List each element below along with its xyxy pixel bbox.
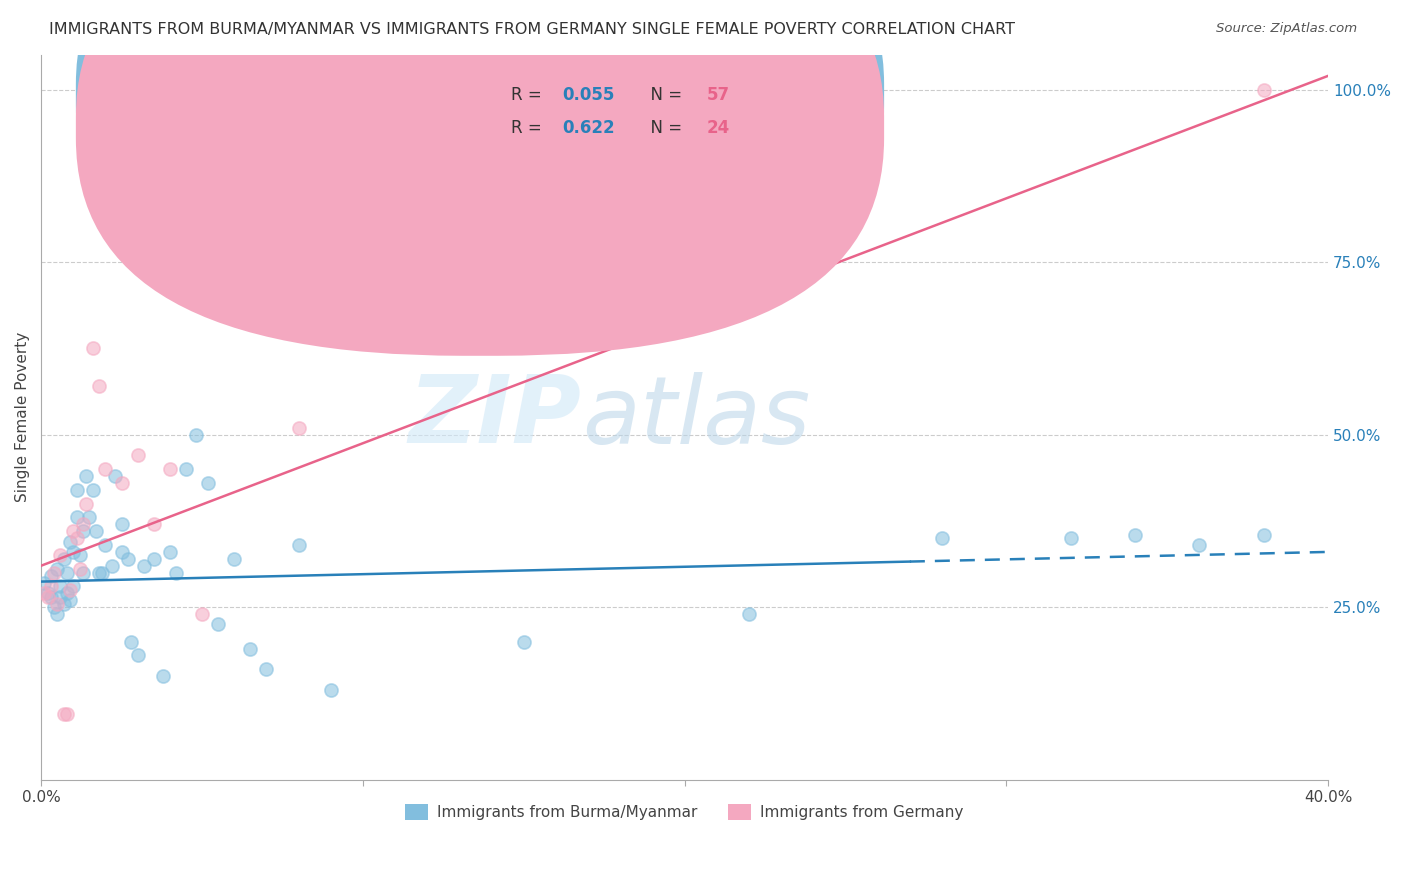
Point bbox=[59, 582, 82, 597]
Text: N =: N = bbox=[640, 119, 688, 136]
Point bbox=[42, 566, 65, 580]
Point bbox=[75, 497, 97, 511]
Text: 0.622: 0.622 bbox=[562, 119, 614, 136]
Point bbox=[34, 576, 56, 591]
Point bbox=[110, 475, 132, 490]
Point bbox=[62, 545, 84, 559]
Point bbox=[82, 483, 104, 497]
Point bbox=[1188, 538, 1211, 552]
Point bbox=[49, 549, 72, 563]
Point bbox=[931, 531, 953, 545]
Point bbox=[159, 545, 181, 559]
FancyBboxPatch shape bbox=[433, 66, 787, 164]
Point bbox=[174, 462, 197, 476]
Point bbox=[239, 641, 262, 656]
Point bbox=[69, 562, 91, 576]
Point bbox=[46, 597, 69, 611]
Point bbox=[56, 707, 79, 722]
Point bbox=[65, 510, 87, 524]
Legend: Immigrants from Burma/Myanmar, Immigrants from Germany: Immigrants from Burma/Myanmar, Immigrant… bbox=[399, 798, 970, 826]
Point bbox=[46, 607, 69, 621]
Point bbox=[75, 469, 97, 483]
Point bbox=[127, 448, 149, 462]
Point bbox=[132, 558, 155, 573]
Point bbox=[56, 586, 79, 600]
Point bbox=[69, 549, 91, 563]
Point bbox=[287, 538, 309, 552]
Point bbox=[37, 586, 59, 600]
Point bbox=[62, 524, 84, 539]
Point bbox=[84, 524, 107, 539]
Point bbox=[62, 579, 84, 593]
Point bbox=[46, 562, 69, 576]
Point bbox=[224, 551, 246, 566]
Point bbox=[72, 524, 94, 539]
Point bbox=[39, 590, 62, 604]
Point bbox=[110, 545, 132, 559]
Point bbox=[59, 534, 82, 549]
Text: IMMIGRANTS FROM BURMA/MYANMAR VS IMMIGRANTS FROM GERMANY SINGLE FEMALE POVERTY C: IMMIGRANTS FROM BURMA/MYANMAR VS IMMIGRA… bbox=[49, 22, 1015, 37]
Text: atlas: atlas bbox=[582, 372, 810, 463]
Point bbox=[72, 566, 94, 580]
Point bbox=[52, 597, 75, 611]
Text: R =: R = bbox=[510, 119, 547, 136]
Point bbox=[94, 538, 117, 552]
Point bbox=[287, 421, 309, 435]
Point bbox=[142, 517, 165, 532]
Point bbox=[184, 427, 207, 442]
Point bbox=[120, 634, 142, 648]
Point bbox=[101, 558, 124, 573]
Point bbox=[191, 607, 214, 621]
Point bbox=[94, 462, 117, 476]
Point bbox=[39, 569, 62, 583]
Point bbox=[91, 566, 114, 580]
Point bbox=[127, 648, 149, 663]
Point bbox=[52, 551, 75, 566]
Point bbox=[117, 551, 139, 566]
Point bbox=[159, 462, 181, 476]
Text: R =: R = bbox=[510, 86, 547, 104]
Point bbox=[319, 682, 342, 697]
Point bbox=[197, 475, 219, 490]
FancyBboxPatch shape bbox=[76, 0, 884, 356]
Point bbox=[34, 586, 56, 600]
Text: 24: 24 bbox=[706, 119, 730, 136]
Text: N =: N = bbox=[640, 86, 688, 104]
Point bbox=[110, 517, 132, 532]
Text: Source: ZipAtlas.com: Source: ZipAtlas.com bbox=[1216, 22, 1357, 36]
Point bbox=[1253, 82, 1275, 96]
Point bbox=[104, 469, 127, 483]
Point bbox=[52, 707, 75, 722]
Point bbox=[738, 607, 761, 621]
Point bbox=[49, 579, 72, 593]
FancyBboxPatch shape bbox=[76, 0, 884, 323]
Point bbox=[142, 551, 165, 566]
Point bbox=[87, 379, 110, 393]
Point bbox=[1253, 527, 1275, 541]
Point bbox=[207, 617, 229, 632]
Point bbox=[82, 342, 104, 356]
Point bbox=[513, 634, 536, 648]
Point bbox=[42, 600, 65, 615]
Point bbox=[87, 566, 110, 580]
Point bbox=[254, 662, 277, 676]
Point bbox=[79, 510, 101, 524]
Point bbox=[72, 517, 94, 532]
Text: ZIP: ZIP bbox=[409, 371, 582, 463]
Point bbox=[39, 579, 62, 593]
Point bbox=[37, 590, 59, 604]
Point bbox=[152, 669, 174, 683]
Point bbox=[165, 566, 187, 580]
Point bbox=[59, 593, 82, 607]
Point bbox=[65, 483, 87, 497]
Point bbox=[1060, 531, 1083, 545]
Text: 57: 57 bbox=[706, 86, 730, 104]
Point bbox=[1123, 527, 1146, 541]
Point bbox=[56, 566, 79, 580]
Point bbox=[65, 531, 87, 545]
Y-axis label: Single Female Poverty: Single Female Poverty bbox=[15, 332, 30, 502]
Point bbox=[49, 590, 72, 604]
Text: 0.055: 0.055 bbox=[562, 86, 614, 104]
